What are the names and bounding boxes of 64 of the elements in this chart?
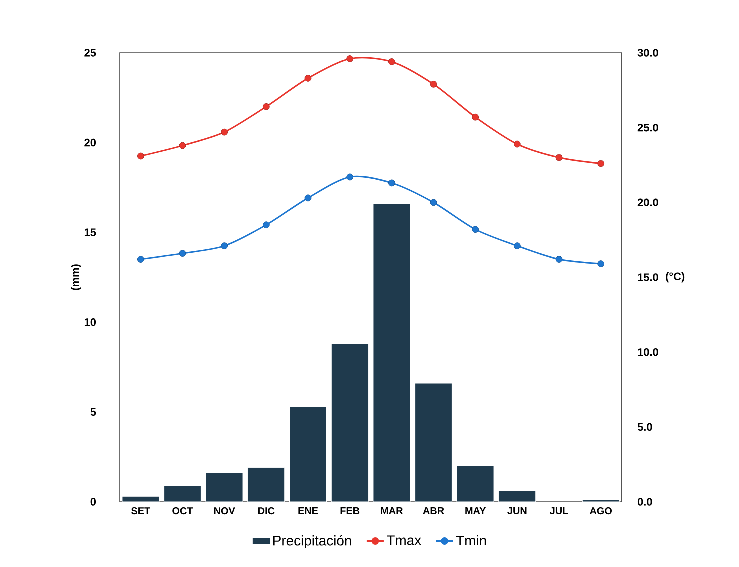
x-tick-label: ENE <box>298 508 318 514</box>
point <box>598 260 605 268</box>
point <box>556 256 563 263</box>
y-tick-label: 0 <box>90 498 96 506</box>
point <box>262 222 270 229</box>
point <box>556 154 563 162</box>
point <box>388 180 396 187</box>
x-tick-label: MAY <box>466 508 486 514</box>
bar <box>289 406 328 502</box>
bar <box>248 468 286 502</box>
bar <box>331 344 369 502</box>
bar <box>498 490 536 502</box>
y-tick-label: 15 <box>84 228 96 236</box>
y2-tick-label: 25.0 <box>638 124 658 132</box>
x-tick-label: ABR <box>423 508 444 514</box>
y2-tick-label: 5.0 <box>638 423 652 432</box>
x-tick-label: JUN <box>508 508 527 514</box>
point <box>137 256 144 263</box>
point <box>514 140 521 148</box>
point <box>346 174 354 181</box>
y-tick-label: 25 <box>84 49 96 57</box>
point <box>221 128 228 136</box>
point <box>388 58 396 66</box>
y2-tick-label: 15.0 <box>638 274 658 282</box>
y-tick-label: 20 <box>84 138 96 147</box>
point <box>304 75 312 82</box>
bar <box>122 496 160 502</box>
x-tick-label: SET <box>132 508 151 515</box>
legend-label: Tmax <box>387 536 422 546</box>
y-axis-title: (mm) <box>71 264 82 290</box>
point <box>262 103 270 110</box>
legend-label: Precipitación <box>274 535 352 549</box>
y2-tick-label: 30.0 <box>638 49 658 57</box>
point <box>472 226 480 234</box>
y2-tick-label: 10.0 <box>638 348 658 356</box>
point <box>304 194 312 202</box>
bar <box>456 466 494 502</box>
point <box>179 250 186 257</box>
x-tick-label: AGO <box>590 508 612 515</box>
y-tick-label: 5 <box>90 408 96 416</box>
point <box>346 56 354 62</box>
y2-axis-title: (°C) <box>666 272 685 283</box>
y2-tick-label: 20.0 <box>638 198 658 207</box>
x-tick-label: FEB <box>340 508 360 514</box>
point <box>221 242 228 250</box>
x-tick-label: NOV <box>214 508 236 515</box>
y2-tick-label: 0.0 <box>638 498 652 506</box>
x-tick-label: OCT <box>172 508 194 515</box>
legend-label: Tmin <box>456 535 486 546</box>
point <box>137 152 144 160</box>
bar <box>164 486 202 502</box>
bar <box>206 472 244 502</box>
x-tick-label: JUL <box>550 508 568 514</box>
y-tick-label: 10 <box>84 318 96 326</box>
point <box>598 160 605 168</box>
bar <box>414 383 453 502</box>
x-tick-label: MAR <box>381 508 404 514</box>
point <box>514 242 521 250</box>
point <box>179 142 186 150</box>
point <box>472 114 480 121</box>
point <box>430 80 438 88</box>
bar <box>373 204 411 502</box>
point <box>430 199 438 206</box>
x-tick-label: DIC <box>258 508 275 515</box>
